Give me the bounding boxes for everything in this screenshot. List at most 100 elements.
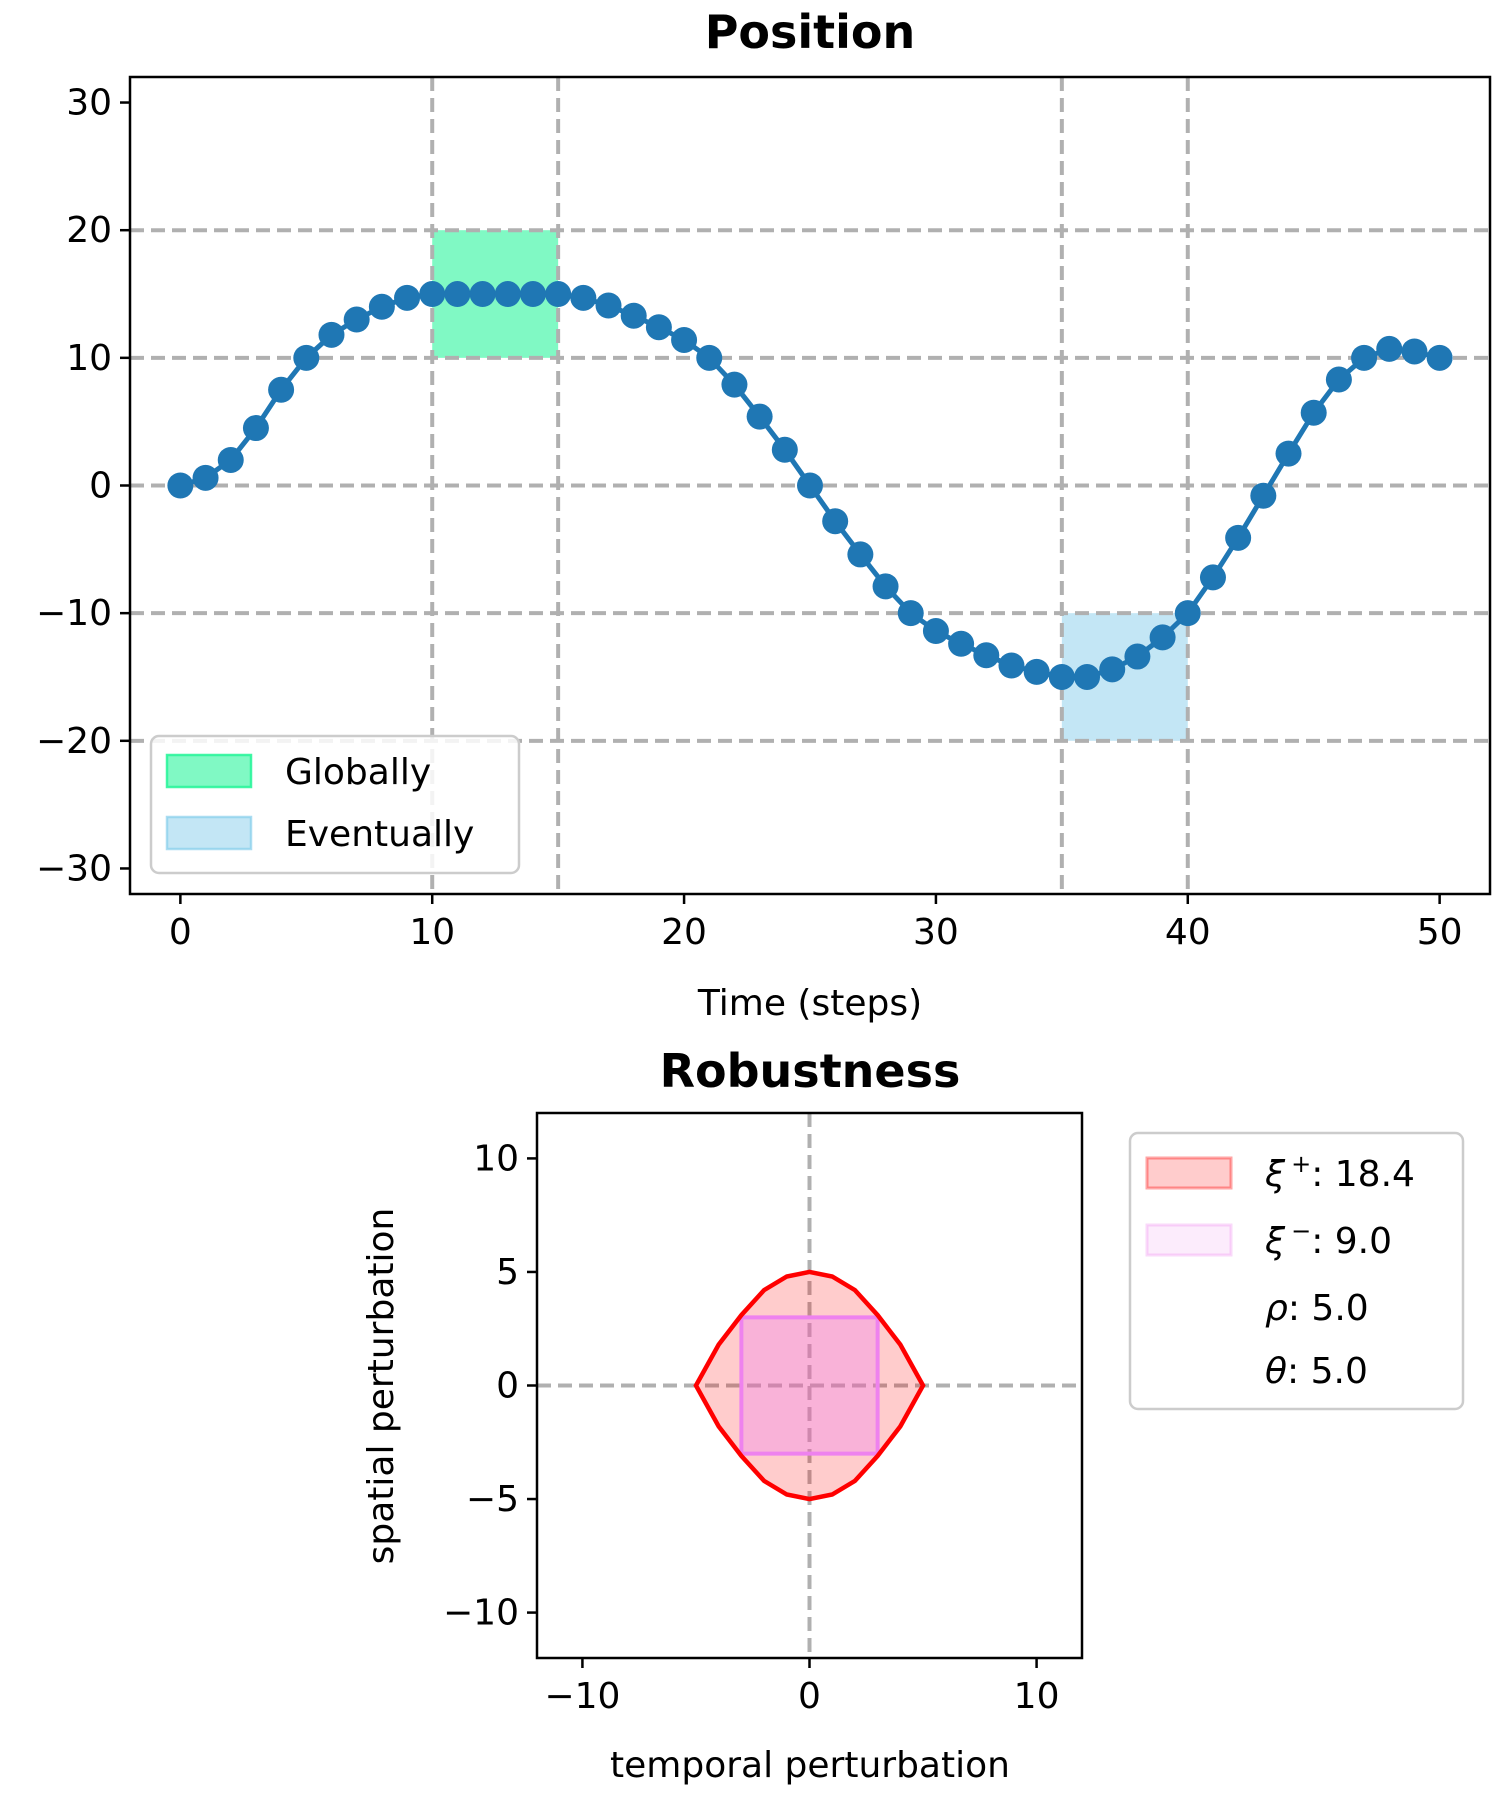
data-point <box>242 415 269 442</box>
xi-minus-sup: − <box>1291 1217 1311 1245</box>
data-point <box>797 472 823 499</box>
robustness-y-axis-label: spatial perturbation <box>361 1208 402 1565</box>
x-tick-label: 20 <box>661 912 707 953</box>
data-point <box>1048 663 1075 690</box>
robustness-chart-title: Robustness <box>660 1044 961 1098</box>
xi-minus-region <box>739 1315 880 1456</box>
data-point <box>1426 344 1453 371</box>
legend-label-xi-plus: ξ +: 18.4 <box>1264 1150 1415 1195</box>
robustness-chart: Robustness −10 0 10 −10 −5 0 5 10 temporal per… <box>361 1044 1465 1786</box>
robustness-x-axis-label: temporal perturbation <box>610 1745 1010 1786</box>
data-point <box>721 371 748 398</box>
position-x-axis-label: Time (steps) <box>697 983 922 1024</box>
xi-plus-outline <box>693 1269 926 1502</box>
data-point <box>1300 399 1327 426</box>
xi-plus-symbol: ξ <box>1264 1154 1286 1195</box>
data-point <box>1099 656 1126 683</box>
data-point <box>847 541 874 568</box>
position-y-ticks: −30 −20 −10 0 10 20 30 <box>36 83 130 889</box>
data-point <box>394 284 421 311</box>
data-point <box>1376 335 1403 362</box>
robustness-grid <box>537 1113 1082 1658</box>
y-tick-label: 0 <box>89 466 112 507</box>
robustness-x-ticks: −10 0 10 <box>544 1658 1059 1717</box>
data-point <box>318 321 345 348</box>
theta-value: : 5.0 <box>1287 1351 1368 1392</box>
x-tick-label: 50 <box>1417 912 1463 953</box>
data-point <box>1124 643 1151 670</box>
legend-swatch-xi-plus <box>1145 1156 1233 1190</box>
data-point <box>1149 624 1176 651</box>
data-point <box>217 446 244 473</box>
data-point <box>822 508 849 535</box>
xi-minus-value: : 9.0 <box>1311 1221 1392 1262</box>
data-point <box>746 403 773 430</box>
legend-label-xi-minus: ξ −: 9.0 <box>1264 1217 1392 1262</box>
xi-plus-value: : 18.4 <box>1311 1154 1415 1195</box>
theta-symbol: θ <box>1265 1351 1287 1392</box>
data-point <box>645 314 672 341</box>
y-tick-label: −10 <box>36 593 112 634</box>
data-point <box>1401 338 1428 365</box>
data-point <box>696 344 723 371</box>
data-point <box>1250 482 1277 509</box>
data-point <box>167 472 194 499</box>
x-tick-label: 30 <box>913 912 959 953</box>
data-point <box>1074 663 1101 690</box>
data-point <box>1023 658 1050 685</box>
rho-symbol: ρ <box>1265 1288 1288 1329</box>
data-point <box>192 464 219 491</box>
data-point <box>671 326 698 353</box>
y-tick-label: 5 <box>496 1252 519 1293</box>
x-tick-label: 10 <box>409 912 455 953</box>
legend-swatch-eventually <box>165 815 253 851</box>
x-tick-label: 0 <box>169 912 192 953</box>
legend-label-rho: ρ: 5.0 <box>1265 1288 1369 1329</box>
data-point <box>595 292 622 319</box>
position-x-ticks: 0 10 20 30 40 50 <box>169 894 1463 953</box>
y-tick-label: 20 <box>66 210 112 251</box>
data-point <box>293 344 320 371</box>
data-point <box>1225 524 1252 551</box>
data-point <box>545 281 572 308</box>
y-tick-label: 10 <box>473 1138 519 1179</box>
legend-swatch-xi-minus <box>1145 1223 1233 1257</box>
data-point <box>872 573 899 600</box>
data-point <box>419 281 446 308</box>
data-point <box>1275 440 1302 467</box>
legend-label-eventually: Eventually <box>285 814 474 855</box>
x-tick-label: 10 <box>1014 1676 1060 1717</box>
position-series <box>167 281 1453 690</box>
data-point <box>444 281 471 308</box>
data-point <box>519 281 546 308</box>
data-point <box>570 284 597 311</box>
data-point <box>494 281 521 308</box>
data-point <box>620 302 647 329</box>
robustness-y-ticks: −10 −5 0 5 10 <box>443 1138 537 1634</box>
x-tick-label: 40 <box>1165 912 1211 953</box>
position-legend: Globally Eventually <box>149 734 521 875</box>
data-point <box>948 630 975 657</box>
robustness-legend: ξ +: 18.4 ξ −: 9.0 ρ: 5.0 θ: 5.0 <box>1128 1131 1465 1411</box>
data-point <box>1325 366 1352 393</box>
x-tick-label: 0 <box>798 1676 821 1717</box>
xi-plus-fill <box>695 1271 924 1500</box>
y-tick-label: 30 <box>66 83 112 124</box>
y-tick-label: 0 <box>496 1366 519 1407</box>
legend-swatch-globally <box>165 753 253 789</box>
position-chart-title: Position <box>705 5 916 59</box>
y-tick-label: −20 <box>36 721 112 762</box>
rho-value: : 5.0 <box>1288 1288 1369 1329</box>
data-point <box>1174 600 1201 627</box>
position-chart: Position 0 10 20 30 40 50 −30 −20 −10 0 10 20 30 Ti… <box>36 5 1492 1024</box>
robustness-series <box>693 1269 926 1502</box>
data-point <box>771 436 798 463</box>
data-point <box>1351 344 1378 371</box>
data-point <box>368 293 395 320</box>
legend-label-globally: Globally <box>285 752 431 793</box>
data-point <box>343 306 370 333</box>
data-point <box>922 618 949 645</box>
xi-plus-sup: + <box>1291 1150 1311 1178</box>
data-point <box>268 376 295 403</box>
